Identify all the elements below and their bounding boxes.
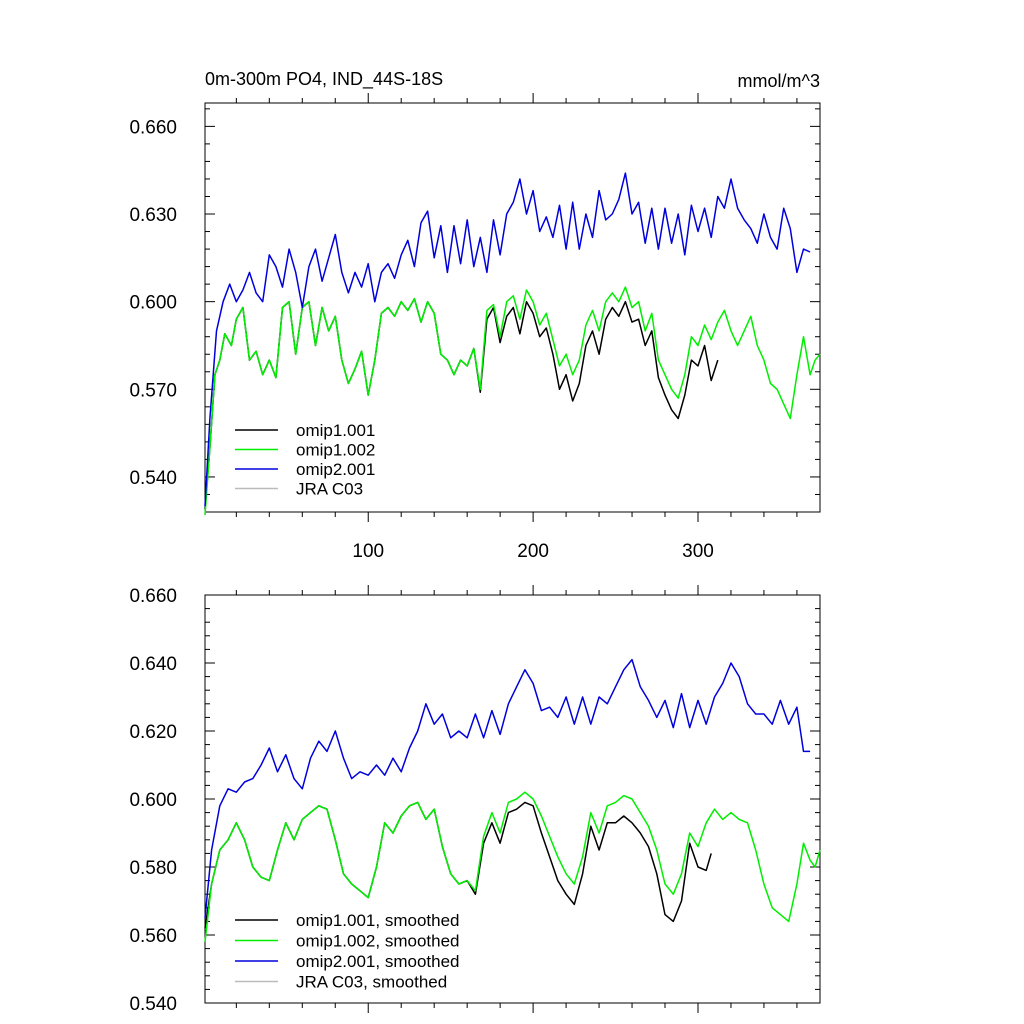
series-line-omip2-001 bbox=[204, 172, 811, 507]
chart-title: 0m-300m PO4, IND_44S-18S bbox=[205, 69, 443, 90]
y-tick-label: 0.540 bbox=[129, 994, 177, 1015]
series-line-omip1-001 bbox=[204, 297, 719, 510]
top-panel: 0.540 0.570 0.600 0.630 0.660 100 200 300 0m-300… bbox=[129, 69, 821, 562]
x-tick-label: 200 bbox=[517, 541, 549, 562]
legend-label: JRA C03 bbox=[296, 480, 363, 499]
series-line-omip1-002-smoothed bbox=[204, 791, 821, 942]
x-tick-label: 100 bbox=[352, 541, 384, 562]
legend-label: omip1.002, smoothed bbox=[296, 932, 460, 951]
y-tick-label: 0.640 bbox=[129, 654, 177, 675]
y-tick-label: 0.660 bbox=[129, 586, 177, 607]
y-tick-label: 0.620 bbox=[129, 722, 177, 743]
y-tick-label: 0.660 bbox=[129, 117, 177, 138]
y-tick-label: 0.630 bbox=[129, 205, 177, 226]
legend-label: JRA C03, smoothed bbox=[296, 973, 447, 992]
x-tick-label: 300 bbox=[682, 541, 714, 562]
series-line-omip1-001-smoothed bbox=[204, 801, 712, 929]
legend-label: omip1.001, smoothed bbox=[296, 911, 460, 930]
units-label: mmol/m^3 bbox=[738, 71, 820, 91]
y-tick-label: 0.600 bbox=[129, 293, 177, 314]
legend-label: omip1.001 bbox=[296, 421, 375, 440]
series-line-omip1-002 bbox=[204, 286, 821, 515]
bottom-panel: 0.540 0.560 0.580 0.600 0.620 0.640 0.660 omip1… bbox=[129, 585, 821, 1015]
y-tick-label: 0.600 bbox=[129, 790, 177, 811]
y-tick-label: 0.580 bbox=[129, 858, 177, 879]
legend-label: omip1.002 bbox=[296, 441, 375, 460]
y-tick-label: 0.540 bbox=[129, 468, 177, 489]
series-line-omip2-001-smoothed bbox=[204, 658, 811, 919]
legend-label: omip2.001 bbox=[296, 460, 375, 479]
plot-frame bbox=[204, 102, 821, 513]
y-tick-label: 0.560 bbox=[129, 926, 177, 947]
y-tick-label: 0.570 bbox=[129, 380, 177, 401]
legend-label: omip2.001, smoothed bbox=[296, 952, 460, 971]
